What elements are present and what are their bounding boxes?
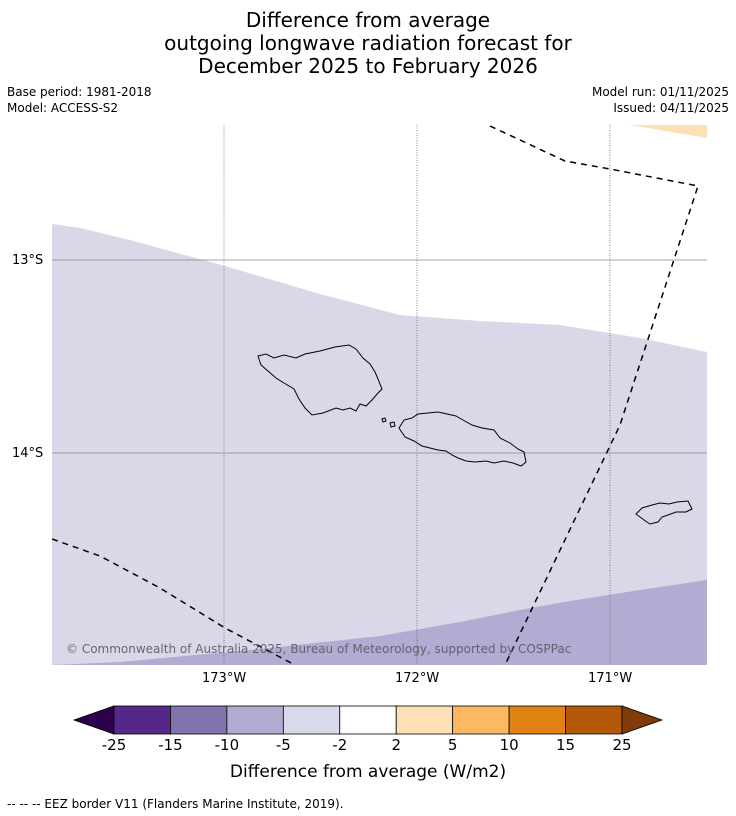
lon-label-173w: 173°W xyxy=(202,671,247,686)
title-line-1: Difference from average xyxy=(245,8,491,32)
title-line-3: December 2025 to February 2026 xyxy=(198,54,538,78)
anomaly-region-medium-purple xyxy=(52,580,707,665)
colorbar-tick-label: 15 xyxy=(556,736,576,754)
apolima-island xyxy=(389,421,396,428)
colorbar-segment xyxy=(170,705,228,735)
lon-label-172w: 172°W xyxy=(395,671,440,686)
model-run-label: Model run: 01/11/2025 xyxy=(591,85,729,99)
colorbar-segment xyxy=(226,705,284,735)
colorbar-tick-label: 5 xyxy=(447,736,458,754)
upolu-island xyxy=(398,411,527,467)
colorbar-tick-label: -10 xyxy=(214,736,240,754)
model-label: Model: ACCESS-S2 xyxy=(7,101,119,115)
colorbar xyxy=(72,705,664,735)
colorbar-segment xyxy=(339,705,397,735)
anomaly-region-light-purple xyxy=(52,224,707,665)
colorbar-segment xyxy=(113,705,171,735)
colorbar-tick-label: 10 xyxy=(499,736,519,754)
colorbar-tick-label: -2 xyxy=(332,736,348,754)
lat-label-14s: 14°S xyxy=(12,446,44,461)
colorbar-segment xyxy=(565,705,623,735)
colorbar-extension-high xyxy=(621,705,664,735)
eez-border-southwest xyxy=(52,538,296,665)
colorbar-tick-label: -5 xyxy=(275,736,291,754)
copyright-notice: © Commonwealth of Australia 2025, Bureau… xyxy=(66,642,572,656)
anomaly-region-light-orange xyxy=(630,125,707,138)
colorbar-tick-label: 25 xyxy=(612,736,632,754)
colorbar-segment xyxy=(282,705,341,735)
colorbar-segment xyxy=(508,705,566,735)
colorbar-segment xyxy=(452,705,510,735)
savaii-island xyxy=(257,344,383,416)
colorbar-tick-label: -15 xyxy=(158,736,183,754)
map-area xyxy=(52,125,707,665)
title-line-2: outgoing longwave radiation forecast for xyxy=(164,31,572,55)
colorbar-segment xyxy=(395,705,454,735)
manono-island xyxy=(381,417,387,423)
colorbar-extension-low xyxy=(72,705,115,735)
colorbar-title: Difference from average (W/m2) xyxy=(229,762,507,782)
eez-footnote: -- -- -- EEZ border V11 (Flanders Marine… xyxy=(7,797,344,811)
lat-label-13s: 13°S xyxy=(12,253,44,268)
eez-border-east xyxy=(489,125,699,665)
issued-label: Issued: 04/11/2025 xyxy=(613,101,729,115)
tutuila-island xyxy=(635,500,693,525)
colorbar-tick-label: -25 xyxy=(101,736,127,754)
lon-label-171w: 171°W xyxy=(588,671,633,686)
base-period-label: Base period: 1981-2018 xyxy=(7,85,152,99)
colorbar-tick-label: 2 xyxy=(391,736,401,754)
